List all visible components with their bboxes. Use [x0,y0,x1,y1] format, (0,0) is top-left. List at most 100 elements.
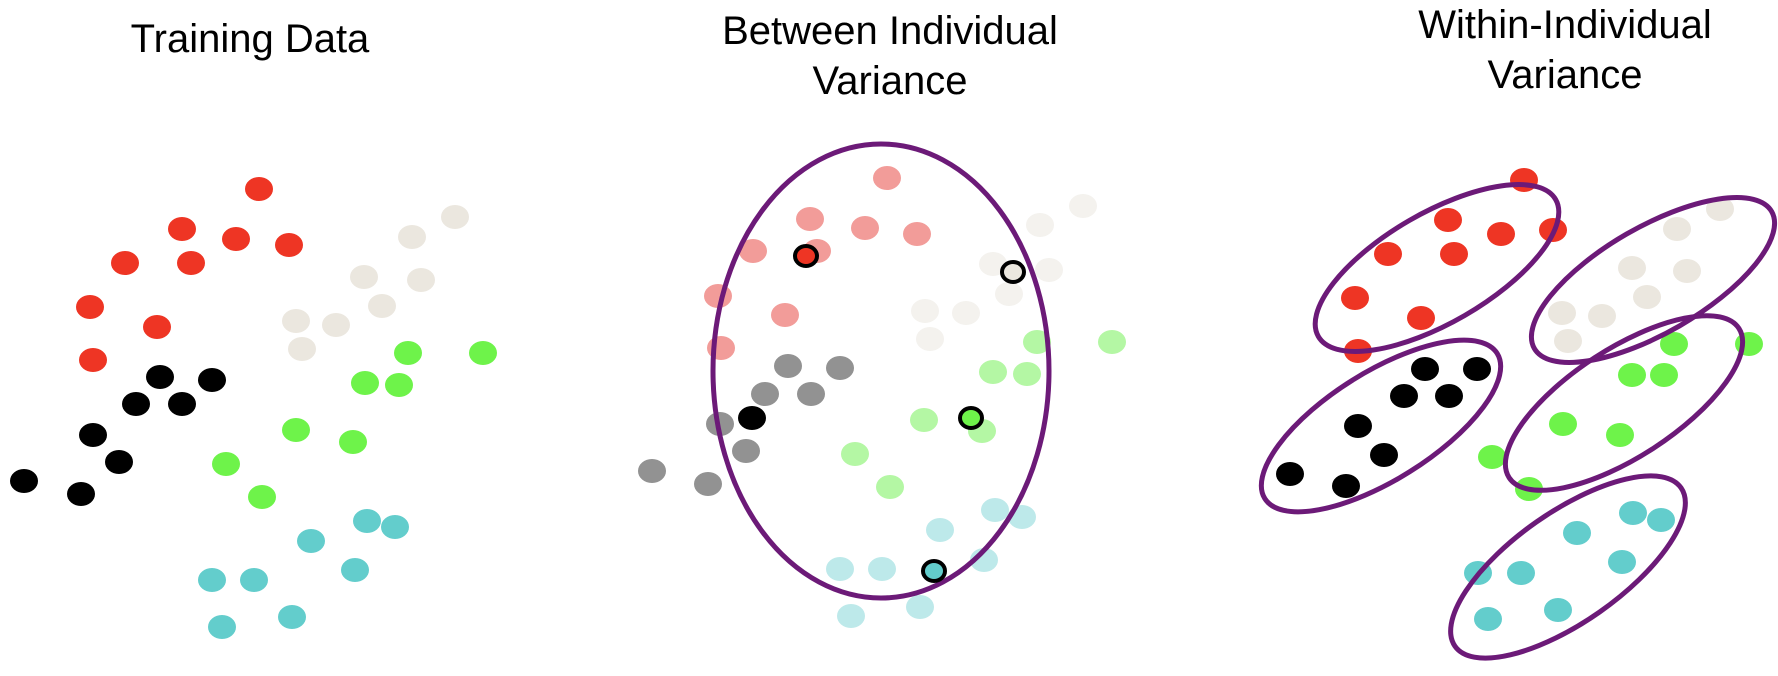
training-point-red [222,227,250,251]
within-point-offwhite [1706,197,1734,221]
within-point-offwhite [1554,329,1582,353]
between-point-red_faded [796,207,824,231]
between-point-offwhite_faded [995,282,1023,306]
within-point-red [1434,208,1462,232]
training-point-offwhite [368,294,396,318]
within-point-red [1407,306,1435,330]
within-point-offwhite [1633,285,1661,309]
within-point-green [1478,445,1506,469]
highlight-point-red [793,244,819,268]
between-point-offwhite_faded [1035,258,1063,282]
panel-between-individual [638,141,1126,628]
between-point-red_faded [903,222,931,246]
training-point-offwhite [350,265,378,289]
title-within-individual-variance: Within-Individual Variance [1418,3,1712,97]
within-point-offwhite [1618,256,1646,280]
panel-within-individual [1258,168,1778,661]
within-point-black [1411,357,1439,381]
between-point-offwhite_faded [916,327,944,351]
within-point-teal [1563,521,1591,545]
training-point-green [469,341,497,365]
between-point-offwhite_faded [952,301,980,325]
highlight-point-black [738,406,766,430]
between-point-green_faded [841,442,869,466]
training-point-teal [198,568,226,592]
within-point-teal [1647,508,1675,532]
within-point-black [1390,384,1418,408]
between-point-offwhite_faded [979,252,1007,276]
panel-training-data [10,177,497,639]
within-point-red [1440,242,1468,266]
title-training-data: Training Data [130,17,370,61]
between-point-green_faded [1013,362,1041,386]
between-point-black_faded [732,439,760,463]
training-point-green [212,452,240,476]
training-point-green [385,373,413,397]
title-between-individual-variance: Between Individual Variance [722,9,1058,103]
highlight-point-green [958,406,984,430]
within-point-black [1332,474,1360,498]
between-point-teal_faded [837,604,865,628]
between-point-offwhite_faded [1026,213,1054,237]
within-point-green [1660,332,1688,356]
between-point-black_faded [751,382,779,406]
training-point-offwhite [407,268,435,292]
within-point-teal [1474,607,1502,631]
within-point-black [1370,443,1398,467]
training-point-black [198,368,226,392]
training-point-green [282,418,310,442]
within-point-black [1344,414,1372,438]
between-point-teal_faded [826,557,854,581]
between-point-teal_faded [926,518,954,542]
training-point-offwhite [288,337,316,361]
training-point-red [177,251,205,275]
within-point-teal [1544,598,1572,622]
within-point-green [1549,412,1577,436]
highlight-point-teal [921,559,947,583]
training-point-teal [353,509,381,533]
training-point-red [275,233,303,257]
within-point-offwhite [1548,301,1576,325]
between-point-black_faded [797,382,825,406]
within-ellipse-green [1502,313,1746,493]
within-ellipse-offwhite [1528,195,1778,365]
training-point-black [67,482,95,506]
training-point-offwhite [322,313,350,337]
between-point-black_faded [774,354,802,378]
training-point-teal [297,529,325,553]
training-point-teal [341,558,369,582]
highlight-point-offwhite [1000,260,1026,284]
training-point-red [111,251,139,275]
training-point-black [122,392,150,416]
between-point-teal_faded [906,595,934,619]
within-point-red [1487,222,1515,246]
training-point-teal [278,605,306,629]
within-ellipse-black [1258,337,1504,515]
between-point-green_faded [979,360,1007,384]
between-individual-ellipse [710,141,1052,601]
between-point-teal_faded [981,498,1009,522]
between-point-teal_faded [868,557,896,581]
within-point-offwhite [1588,304,1616,328]
training-point-black [10,469,38,493]
training-point-green [248,485,276,509]
between-point-red_faded [739,239,767,263]
within-ellipse-teal [1448,473,1688,661]
training-point-black [146,365,174,389]
between-point-red_faded [851,216,879,240]
training-point-black [168,392,196,416]
training-point-black [105,450,133,474]
between-point-black_faded [826,356,854,380]
training-point-black [79,423,107,447]
within-point-teal [1507,561,1535,585]
training-point-red [79,348,107,372]
training-point-offwhite [441,205,469,229]
between-point-black_faded [638,459,666,483]
between-point-offwhite_faded [1069,194,1097,218]
between-point-black_faded [694,472,722,496]
between-point-green_faded [910,408,938,432]
within-point-green [1606,423,1634,447]
between-point-green_faded [1023,330,1051,354]
within-point-teal [1619,501,1647,525]
